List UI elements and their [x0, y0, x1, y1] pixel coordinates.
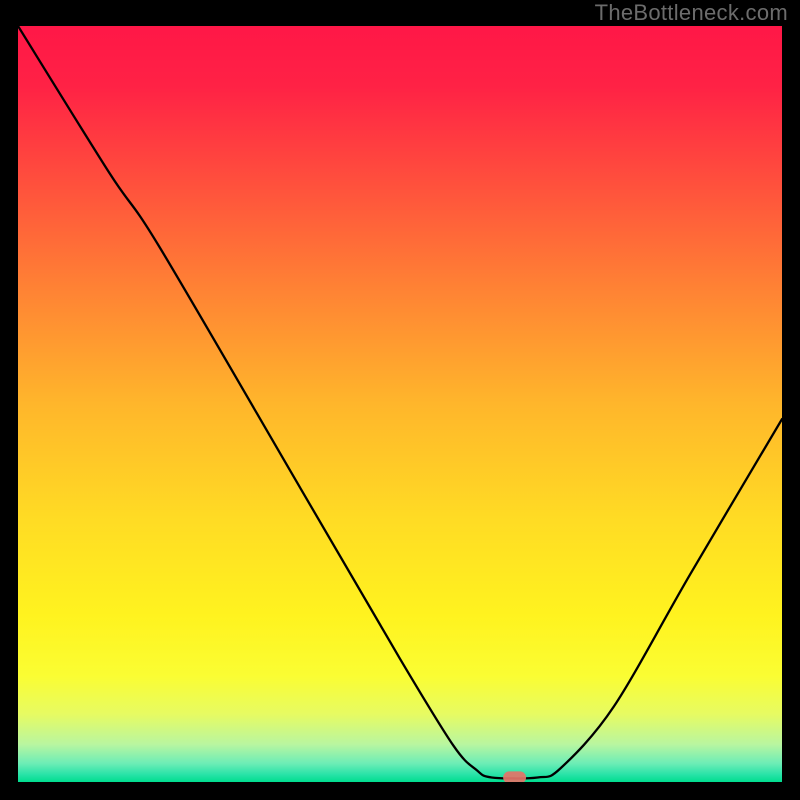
bottleneck-curve-chart: [18, 26, 782, 782]
watermark-text: TheBottleneck.com: [595, 0, 788, 26]
optimal-point-marker: [503, 771, 526, 782]
chart-frame: TheBottleneck.com: [0, 0, 800, 800]
gradient-background: [18, 26, 782, 782]
plot-area: [18, 26, 782, 782]
